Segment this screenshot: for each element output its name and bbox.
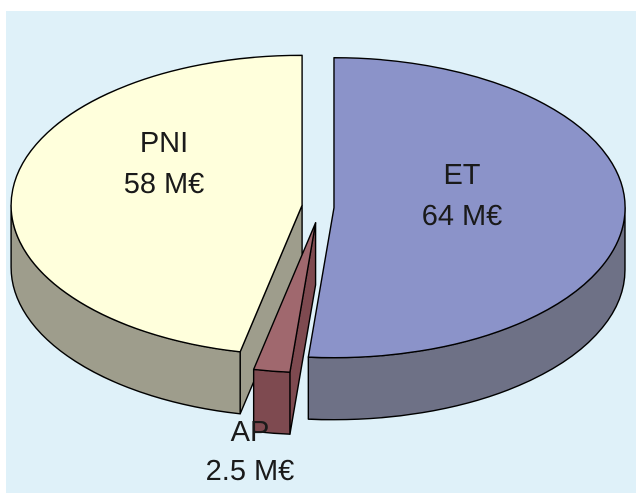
slice-label-pni: PNI — [140, 127, 188, 159]
slice-value-et: 64 M€ — [422, 200, 503, 232]
slice-value-ap: 2.5 M€ — [206, 455, 295, 487]
slice-value-pni: 58 M€ — [124, 168, 205, 200]
slice-ap — [252, 222, 317, 373]
slice-et — [307, 57, 626, 359]
slice-pni — [10, 54, 303, 353]
pie-chart: ET 64 M€ PNI 58 M€ AP 2.5 M€ — [10, 54, 626, 487]
slice-label-et: ET — [443, 159, 480, 191]
chart-panel: ET 64 M€ PNI 58 M€ AP 2.5 M€ — [6, 11, 636, 493]
slice-label-ap: AP — [231, 416, 270, 448]
